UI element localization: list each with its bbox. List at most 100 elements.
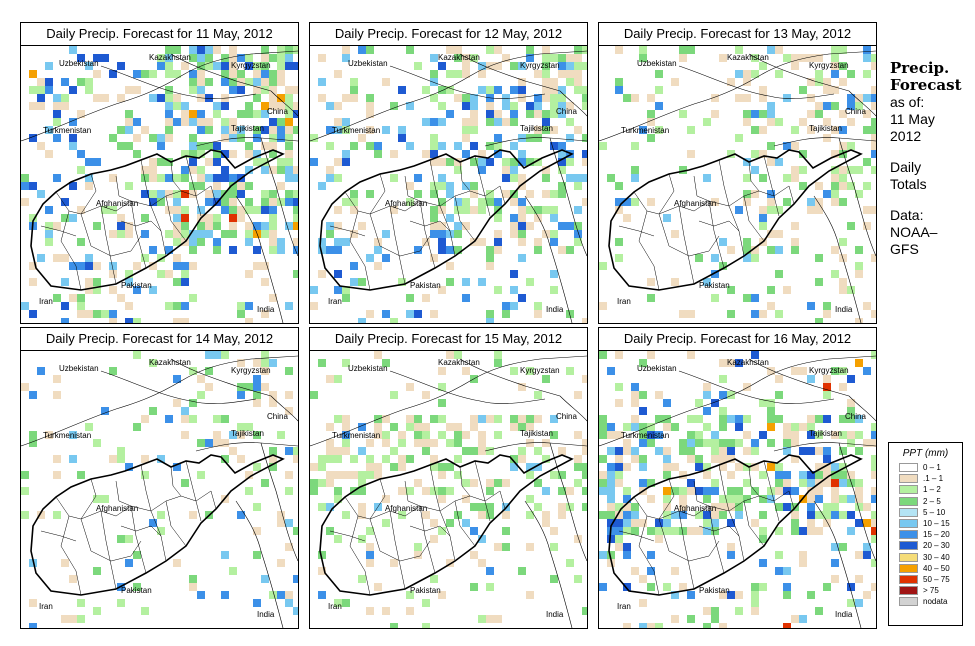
precip-cell	[109, 134, 117, 142]
precip-cell	[582, 46, 587, 54]
precip-cell	[398, 134, 406, 142]
precip-cell	[133, 286, 141, 294]
totals-line2: Totals	[890, 176, 927, 192]
precip-cell	[165, 54, 173, 62]
legend-swatch	[899, 552, 918, 562]
precip-cell	[157, 94, 165, 102]
precip-cell	[647, 431, 655, 439]
precip-cell	[310, 391, 318, 399]
precip-cell	[607, 367, 615, 375]
precip-cell	[534, 415, 542, 423]
precip-cell	[470, 503, 478, 511]
precip-cell	[751, 351, 759, 359]
precip-cell	[510, 286, 518, 294]
precip-cell	[695, 439, 703, 447]
precip-cell	[719, 54, 727, 62]
precip-cell	[446, 351, 454, 359]
precip-cell	[759, 150, 767, 158]
precip-cell	[518, 182, 526, 190]
precip-cell	[430, 134, 438, 142]
precip-cell	[261, 62, 269, 70]
precip-cell	[526, 102, 534, 110]
precip-cell	[839, 46, 847, 54]
precip-cell	[37, 142, 45, 150]
precip-cell	[157, 54, 165, 62]
precip-cell	[711, 254, 719, 262]
precip-cell	[310, 134, 318, 142]
precip-cell	[221, 591, 229, 599]
precip-cell	[807, 423, 815, 431]
precip-cell	[687, 591, 695, 599]
precip-cell	[855, 102, 863, 110]
precip-cell	[526, 495, 534, 503]
precip-cell	[205, 198, 213, 206]
precip-cell	[293, 206, 298, 214]
precip-cell	[438, 383, 446, 391]
precip-cell	[687, 479, 695, 487]
precip-cell	[221, 551, 229, 559]
precip-cell	[462, 118, 470, 126]
precip-cell	[430, 415, 438, 423]
precip-cell	[422, 431, 430, 439]
precip-cell	[261, 222, 269, 230]
precip-cell	[791, 222, 799, 230]
precip-cell	[221, 118, 229, 126]
precip-cell	[574, 206, 582, 214]
precip-cell	[374, 351, 382, 359]
precip-cell	[438, 431, 446, 439]
precip-cell	[181, 150, 189, 158]
precip-cell	[550, 142, 558, 150]
precip-cell	[181, 407, 189, 415]
precip-cell	[478, 198, 486, 206]
precip-cell	[77, 238, 85, 246]
precip-cell	[735, 415, 743, 423]
precip-cell	[566, 70, 574, 78]
precip-cell	[711, 270, 719, 278]
precip-cell	[847, 222, 855, 230]
label-kazakhstan: Kazakhstan	[149, 358, 191, 367]
precip-cell	[542, 166, 550, 174]
precip-cell	[181, 318, 189, 323]
precip-cell	[639, 391, 647, 399]
precip-cell	[607, 519, 615, 527]
precip-cell	[687, 431, 695, 439]
precip-cell	[149, 166, 157, 174]
precip-cell	[823, 479, 831, 487]
precip-cell	[165, 86, 173, 94]
precip-cell	[599, 351, 607, 359]
precip-cell	[293, 527, 298, 535]
precip-cell	[735, 94, 743, 102]
precip-cell	[783, 591, 791, 599]
precip-cell	[85, 423, 93, 431]
precip-cell	[871, 86, 876, 94]
precip-cell	[759, 527, 767, 535]
precip-cell	[326, 174, 334, 182]
precip-cell	[743, 479, 751, 487]
precip-cell	[799, 559, 807, 567]
precip-cell	[133, 86, 141, 94]
precip-cell	[261, 166, 269, 174]
precip-cell	[558, 447, 566, 455]
precip-cell	[639, 599, 647, 607]
precip-cell	[719, 423, 727, 431]
precip-cell	[165, 70, 173, 78]
legend-label: 20 – 30	[923, 541, 950, 551]
precip-cell	[173, 230, 181, 238]
precip-cell	[783, 583, 791, 591]
legend-label: 0 – 1	[923, 463, 941, 473]
precip-cell	[871, 310, 876, 318]
precip-cell	[518, 198, 526, 206]
precip-cell	[510, 463, 518, 471]
precip-cell	[751, 607, 759, 615]
precip-cell	[45, 86, 53, 94]
precip-cell	[422, 86, 430, 94]
precip-cell	[599, 415, 607, 423]
precip-cell	[582, 174, 587, 182]
precip-cell	[310, 158, 318, 166]
precip-cell	[735, 495, 743, 503]
country-border-taj	[195, 137, 298, 147]
precip-cell	[478, 86, 486, 94]
precip-cell	[775, 479, 783, 487]
precip-cell	[751, 599, 759, 607]
precip-cell	[767, 399, 775, 407]
